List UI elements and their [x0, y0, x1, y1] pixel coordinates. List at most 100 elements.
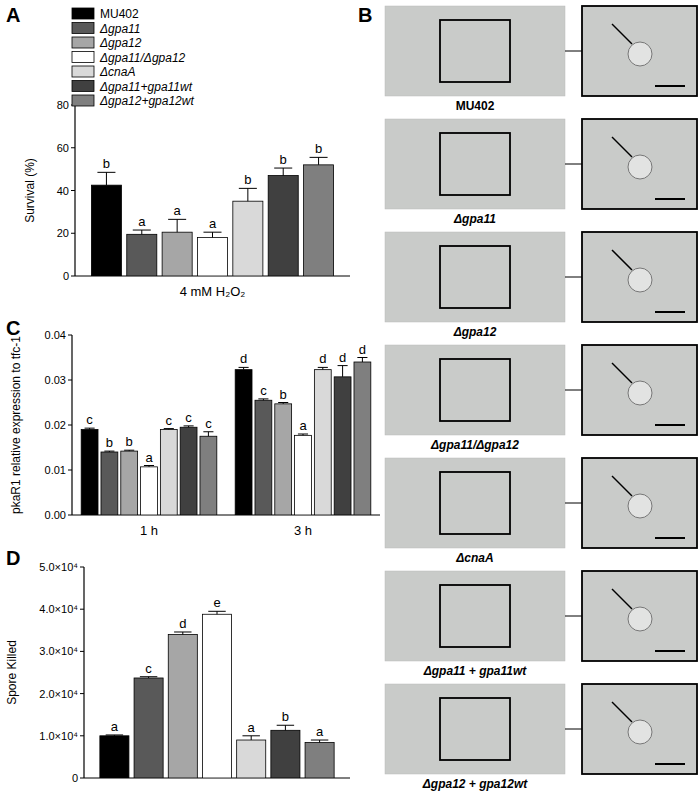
- significance-letter: b: [280, 152, 287, 167]
- error-cap: [357, 357, 367, 358]
- bar: [334, 377, 351, 515]
- error-cap: [184, 425, 194, 426]
- cell: [628, 720, 652, 744]
- panel-label: B: [358, 4, 372, 26]
- letters: acdeaba: [111, 595, 324, 739]
- legend-swatch: [72, 37, 94, 48]
- error-cap: [97, 172, 115, 173]
- micrograph-label: Δgpa11 + gpa11wt: [423, 664, 528, 678]
- error-bar: [203, 232, 221, 237]
- error-stem: [283, 168, 284, 175]
- y-tick-label: 0.00: [45, 509, 66, 521]
- error-stem: [177, 219, 178, 232]
- error-cap: [338, 365, 348, 366]
- zoom-image: [582, 571, 697, 661]
- error-stem: [141, 230, 142, 234]
- panel-label: C: [6, 317, 20, 339]
- bar: [314, 370, 331, 515]
- micrograph: [385, 345, 565, 435]
- error-bar: [184, 426, 194, 427]
- significance-letter: b: [315, 141, 322, 156]
- arrow: [612, 137, 632, 157]
- error-bar: [338, 366, 348, 377]
- significance-letter: c: [205, 416, 212, 431]
- error-bar: [124, 450, 134, 452]
- micrograph-label: Δgpa12: [453, 325, 497, 339]
- scale-bar: [655, 424, 685, 426]
- error-cap: [203, 431, 213, 432]
- legend-swatch: [72, 81, 94, 92]
- bar: [271, 730, 300, 778]
- legend-swatch: [72, 66, 94, 77]
- significance-letter: b: [244, 172, 251, 187]
- scale-bar: [655, 198, 685, 200]
- scale-bar: [655, 537, 685, 539]
- legend-swatch: [72, 8, 94, 19]
- significance-letter: b: [280, 387, 287, 402]
- zoom-link: [565, 277, 582, 278]
- y-tick-label: 2.0×10⁴: [39, 688, 78, 700]
- y-tick: [80, 651, 84, 652]
- y-tick-label: 5.0×10⁴: [39, 561, 78, 573]
- micrograph: [385, 684, 565, 774]
- micrograph: [385, 6, 565, 96]
- error-bar: [203, 432, 213, 437]
- error-bar: [274, 168, 292, 175]
- error-bar: [311, 740, 328, 743]
- legend-label: Δgpa12+gpa12wt: [99, 94, 194, 108]
- error-bar: [140, 677, 157, 678]
- bar: [141, 467, 158, 515]
- micrograph-row: Δgpa12 + gpa12wt: [385, 684, 697, 791]
- error-stem: [106, 172, 107, 185]
- y-tick-label: 1.0×10⁴: [39, 730, 78, 742]
- error-cap: [311, 740, 328, 741]
- x-tick-label: 3 h: [294, 523, 312, 538]
- x-tick-label: 1 h: [140, 523, 158, 538]
- arrow: [612, 476, 632, 496]
- bar: [168, 635, 197, 778]
- error-bar: [239, 367, 249, 369]
- zoom-box: [440, 246, 510, 308]
- zoom-box: [440, 585, 510, 647]
- zoom-image: [582, 232, 697, 322]
- y-axis-label: Spore Killed: [5, 640, 19, 705]
- arrow: [612, 589, 632, 609]
- micrograph: [385, 119, 565, 209]
- micrograph-row: MU402: [385, 6, 697, 113]
- bar: [295, 435, 312, 515]
- error-cap: [298, 434, 308, 435]
- error-cap: [104, 451, 114, 452]
- legend-swatch: [72, 95, 94, 106]
- y-tick-label: 0.01: [45, 464, 66, 476]
- zoom-box: [440, 472, 510, 534]
- y-tick: [71, 276, 75, 277]
- error-bar: [278, 403, 288, 404]
- arrow: [612, 702, 632, 722]
- zoom-image: [582, 119, 697, 209]
- zoom-box: [440, 133, 510, 195]
- bar: [255, 400, 272, 515]
- error-cap: [318, 367, 328, 368]
- bar: [81, 430, 98, 516]
- error-cap: [310, 157, 328, 158]
- micrograph-label: Δgpa12 + gpa12wt: [422, 777, 528, 791]
- legend: MU402Δgpa11Δgpa12Δgpa11/Δgpa12ΔcnaAΔgpa1…: [72, 7, 194, 108]
- y-tick-label: 4.0×10⁴: [39, 603, 78, 615]
- letters: cdbcbbaacdcdcd: [86, 342, 366, 465]
- y-tick-label: 0.03: [45, 374, 66, 386]
- error-cap: [124, 450, 134, 451]
- y-axis: [83, 567, 84, 778]
- cell: [628, 42, 652, 66]
- error-stem: [212, 232, 213, 237]
- error-cap: [174, 631, 191, 632]
- significance-letter: d: [359, 342, 366, 357]
- significance-letter: b: [282, 709, 289, 724]
- significance-letter: a: [316, 724, 324, 739]
- letters: baaabbb: [103, 141, 322, 231]
- y-tick: [71, 147, 75, 148]
- error-cap: [242, 735, 259, 736]
- bar: [162, 232, 192, 276]
- error-bar: [85, 428, 95, 429]
- zoom-image: [582, 458, 697, 548]
- y-tick-label: 0: [63, 270, 69, 282]
